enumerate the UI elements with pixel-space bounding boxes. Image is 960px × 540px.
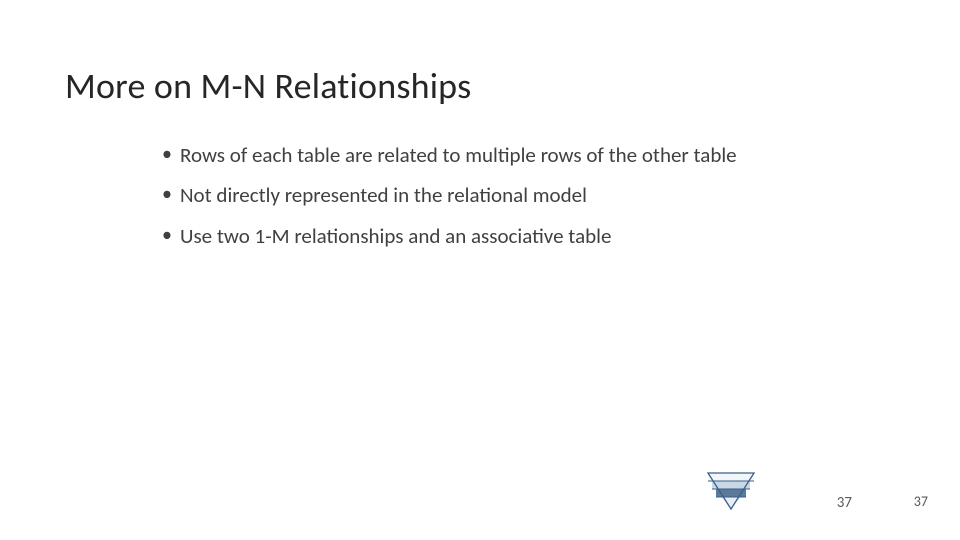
bullet-list: Rows of each table are related to multip… — [162, 142, 802, 263]
list-item: Not directly represented in the relation… — [162, 182, 802, 208]
triangle-decoration-icon — [706, 471, 756, 516]
page-number-inner: 37 — [837, 494, 852, 512]
list-item: Use two 1-M relationships and an associa… — [162, 223, 802, 249]
slide-title: More on M-N Relationships — [65, 64, 471, 108]
slide: More on M-N Relationships Rows of each t… — [0, 0, 960, 540]
list-item: Rows of each table are related to multip… — [162, 142, 802, 168]
page-number-outer: 37 — [914, 493, 928, 510]
